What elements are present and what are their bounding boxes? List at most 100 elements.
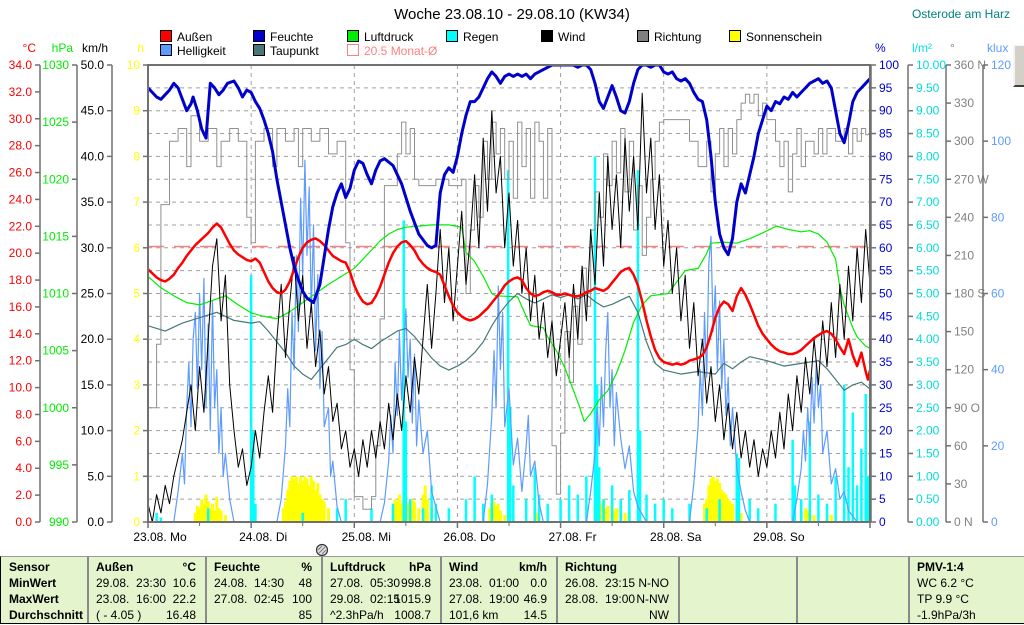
legend-item-luftdruck: Luftdruck [347,30,414,44]
legend-item-helligkeit: Helligkeit [160,44,226,58]
table-cell: 101,6 km [449,608,499,622]
day-label: 27.08. Fr [549,530,597,544]
series-feuchte [148,65,870,305]
x-axis: 23.08. Mo 24.08. Di 25.08. Mi 26.08. Do 27.0… [133,522,871,544]
axis-tick-label: 80 [991,210,1005,224]
axis-tick-label: 9.00 [916,104,940,118]
axis-tick-label: 30.0 [81,241,105,255]
legend-label: Außen [177,30,213,44]
axis-tick-label: 7.00 [916,195,940,209]
rain-axis: l/m² 0.00 0.50 1.00 1.50 2.00 2.50 3.00 3.50 4.00… [907,41,946,529]
axis-tick-label: 1.50 [916,446,940,460]
series-aussen [148,222,870,381]
axis-tick-label: 10.0 [9,381,33,395]
axis-tick-label: 0.0 [87,515,104,529]
table-cell: 46.9 [523,592,547,606]
series-richtung [148,93,870,510]
axis-tick-label: 100 [879,58,899,72]
axis-tick-label: 5.50 [916,264,940,278]
axis-tick-label: 35 [879,355,893,369]
axis-tick-label: 5 [879,492,886,506]
axis-tick-label: 9 [133,104,140,118]
table-divider [205,557,207,623]
axis-tick-label: 1.00 [916,469,940,483]
axis-tick-label: 40 [879,332,893,346]
axis-tick-label: 120 [954,363,974,377]
axis-tick-label: 5.00 [916,287,940,301]
day-label: 23.08. Mo [133,530,187,544]
axis-tick-label: 8.50 [916,127,940,141]
axis-tick-label: 120 [991,58,1011,72]
axis-tick-label: 1010 [42,287,69,301]
table-divider [796,557,798,623]
axis-tick-label: 30 [879,378,893,392]
table-cell: Richtung [565,560,617,574]
table-divider [556,557,558,623]
axis-tick-label: 1020 [42,172,69,186]
axis-tick-label: 8.00 [916,149,940,163]
axis-tick-label: 5 [133,287,140,301]
table-cell: WC 6.2 °C [917,576,974,590]
table-cell: N-NO [638,576,669,590]
axis-tick-label: 25.0 [81,287,105,301]
axis-tick-label: 16.0 [9,300,33,314]
brightness-axis: klux 0 20 40 60 80 100 120 [982,41,1011,529]
day-label: 25.08. Mi [342,530,391,544]
axis-tick-label: 65 [879,218,893,232]
axis-tick-label: 0.0 [15,515,32,529]
plot-series [148,65,870,522]
legend-label: Luftdruck [364,30,414,44]
axis-tick-label: 34.0 [9,58,33,72]
table-cell: 24.08. 14:30 [214,576,285,590]
legend-swatch-icon [541,30,553,42]
table-cell: ( - 4.05 ) [96,608,142,622]
axis-tick-label: 330 [954,96,974,110]
table-cell: ^2.3hPa/h [330,608,384,622]
axis-tick-label: 10 [879,469,893,483]
legend-item-regen: Regen [446,30,498,44]
legend-label: Taupunkt [270,44,319,58]
sunshine-axis: h 0 1 2 3 4 5 6 7 8 9 10 [127,41,149,529]
axis-tick-label: 60 [991,287,1005,301]
table-cell: % [301,560,312,574]
axis-tick-label: 150 [954,325,974,339]
table-cell: 23.08. 01:00 [449,576,520,590]
axis-tick-label: 12.0 [9,354,33,368]
axis-tick-label: 60 [954,439,968,453]
axis-tick-label: 0.00 [916,515,940,529]
axis-tick-label: 14.0 [9,327,33,341]
axis-tick-label: 2.0 [15,488,32,502]
axis-tick-label: 15.0 [81,378,105,392]
legend-item-sonnenschein: Sonnenschein [729,30,822,44]
axis-tick-label: 4.50 [916,309,940,323]
legend-label: Richtung [654,30,702,44]
table-cell: 27.08. 19:00 [449,592,520,606]
axis-tick-label: 20 [879,424,893,438]
table-cell: 998.8 [400,576,431,590]
table-row-label: Durchschnitt [9,608,84,622]
legend-item-au-en: Außen [160,30,213,44]
table-cell: hPa [408,560,431,574]
table-cell: 23.08. 16:00 [96,592,167,606]
legend-swatch-icon [637,30,649,42]
axis-tick-label: 6.00 [916,241,940,255]
table-cell: N-NW [636,592,669,606]
legend-item-richtung: Richtung [637,30,702,44]
axis-tick-label: 2 [133,424,140,438]
axis-tick-label: 9.50 [916,81,940,95]
axis-tick-label: 90 [879,104,893,118]
axis-tick-label: 24.0 [9,192,33,206]
series-taupunkt [148,292,870,391]
legend-item-feuchte: Feuchte [253,30,313,44]
legend-label: Helligkeit [177,44,226,58]
table-cell: -1.9hPa/3h [917,608,976,622]
axis-tick-label: 30 [954,477,968,491]
axis-tick-label: 75 [879,172,893,186]
table-row-label: Sensor [9,560,50,574]
axis-tick-label: 7 [133,195,140,209]
table-cell: NW [649,608,669,622]
scrollbar-thumb[interactable] [1013,45,1024,87]
axis-tick-label: 8 [133,149,140,163]
axis-tick-label: 85 [879,127,893,141]
table-cell: 0.0 [530,576,547,590]
